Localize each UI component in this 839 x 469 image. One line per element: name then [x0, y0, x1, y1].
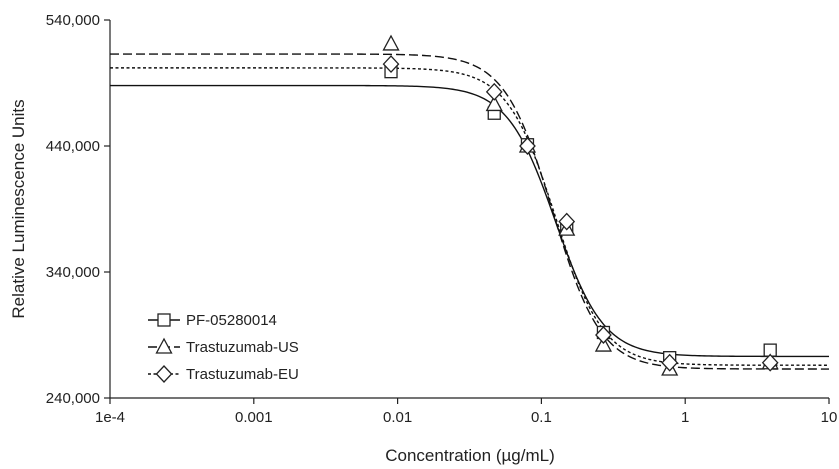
- fit-curves: [110, 53, 829, 370]
- fit-curve-diamond: [110, 67, 829, 366]
- legend: PF-05280014 Trastuzumab-US Trastuzumab-EU: [148, 312, 299, 383]
- data-point-diamond: [485, 82, 503, 101]
- x-tick-label: 0.001: [235, 409, 273, 426]
- x-axis-title: Concentration (µg/mL): [385, 446, 554, 465]
- fit-curve-triangle: [110, 53, 829, 370]
- y-tick-label: 340,000: [46, 264, 100, 281]
- data-point-diamond: [595, 326, 612, 344]
- legend-label: Trastuzumab-US: [186, 339, 299, 356]
- legend-marker-diamond: [155, 365, 173, 383]
- data-point-diamond: [661, 353, 679, 372]
- x-tick-label: 0.1: [531, 409, 552, 426]
- data-point-diamond: [761, 353, 779, 372]
- x-tick-label: 1e-4: [95, 409, 125, 426]
- data-points: [382, 34, 779, 376]
- x-tick-label: 1: [681, 409, 689, 426]
- data-point-diamond: [558, 212, 576, 231]
- data-point-triangle: [594, 335, 613, 352]
- x-tick-label: 0.01: [383, 409, 412, 426]
- legend-marker-triangle: [155, 337, 173, 354]
- y-axis-title: Relative Luminescence Units: [9, 99, 28, 318]
- data-point-triangle: [382, 34, 400, 51]
- x-ticks: 1e-4 0.001 0.01 0.1 1 10: [95, 398, 837, 426]
- y-tick-label: 540,000: [46, 12, 100, 29]
- y-tick-label: 440,000: [46, 138, 100, 155]
- data-point-diamond: [519, 137, 536, 155]
- fit-curve-square: [110, 84, 829, 358]
- data-point-diamond: [382, 55, 400, 74]
- legend-label: PF-05280014: [186, 312, 277, 329]
- y-tick-label: 240,000: [46, 390, 100, 407]
- data-point-triangle: [485, 95, 503, 112]
- axes: [109, 20, 829, 399]
- legend-marker-square: [157, 313, 171, 327]
- x-tick-label: 10: [821, 409, 838, 426]
- y-ticks: 240,000 340,000 440,000 540,000: [46, 12, 110, 407]
- legend-label: Trastuzumab-EU: [186, 366, 299, 383]
